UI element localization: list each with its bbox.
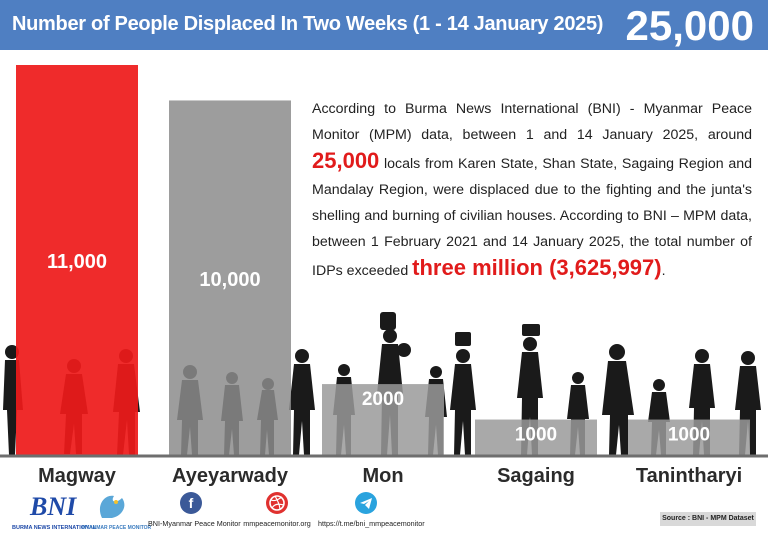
- highlight-total-idps: three million (3,625,997): [412, 255, 662, 280]
- total-displaced-count: 25,000: [625, 2, 754, 49]
- summary-text-part2: locals from Karen State, Shan State, Sag…: [312, 156, 752, 279]
- x-tick-label-magway: Magway: [38, 465, 117, 487]
- bni-logo-subtitle: BURMA NEWS INTERNATIONAL: [12, 525, 97, 531]
- website-label: mmpeacemonitor.org: [243, 519, 311, 528]
- data-label-ayeyarwady: 10,000: [199, 269, 260, 291]
- x-tick-label-tanintharyi: Tanintharyi: [636, 465, 742, 487]
- bar-ayeyarwady: [169, 100, 291, 456]
- page-title: Number of People Displaced In Two Weeks …: [12, 13, 604, 35]
- x-tick-label-ayeyarwady: Ayeyarwady: [172, 465, 289, 487]
- x-tick-label-mon: Mon: [362, 465, 403, 487]
- bni-logo-text: BNI: [30, 492, 77, 521]
- source-note: Source : BNI - MPM Dataset: [660, 512, 756, 526]
- summary-paragraph: According to Burma News International (B…: [312, 96, 752, 284]
- bar-sagaing: [475, 419, 597, 455]
- bni-logo: BNI BURMA NEWS INTERNATIONAL: [12, 492, 96, 532]
- mpm-logo: MYANMAR PEACE MONITOR: [82, 488, 151, 532]
- website-link[interactable]: mmpeacemonitor.org: [238, 492, 316, 528]
- data-label-magway: 11,000: [47, 251, 107, 273]
- highlight-count: 25,000: [312, 148, 380, 173]
- mpm-logo-subtitle: MYANMAR PEACE MONITOR: [82, 525, 152, 531]
- x-tick-label-sagaing: Sagaing: [497, 465, 575, 487]
- bar-tanintharyi: [628, 419, 750, 455]
- dove-icon: [99, 495, 125, 518]
- telegram-link[interactable]: https://t.me/bni_mmpeacemonitor: [318, 492, 425, 528]
- facebook-icon: f: [180, 492, 202, 514]
- summary-text-part3: .: [661, 263, 666, 279]
- header-banner: Number of People Displaced In Two Weeks …: [0, 0, 768, 50]
- facebook-link[interactable]: f BNI-Myanmar Peace Monitor: [148, 492, 241, 528]
- facebook-label: BNI-Myanmar Peace Monitor: [148, 519, 241, 528]
- telegram-label: https://t.me/bni_mmpeacemonitor: [318, 519, 425, 528]
- data-label-mon: 2000: [362, 389, 404, 410]
- data-label-sagaing: 1000: [515, 425, 557, 446]
- data-label-tanintharyi: 1000: [668, 425, 710, 446]
- bar-mon: [322, 384, 444, 455]
- summary-text-part1: According to Burma News International (B…: [312, 101, 752, 143]
- bar-magway: [16, 65, 138, 455]
- dribbble-icon: [266, 492, 288, 514]
- telegram-icon: [355, 492, 377, 514]
